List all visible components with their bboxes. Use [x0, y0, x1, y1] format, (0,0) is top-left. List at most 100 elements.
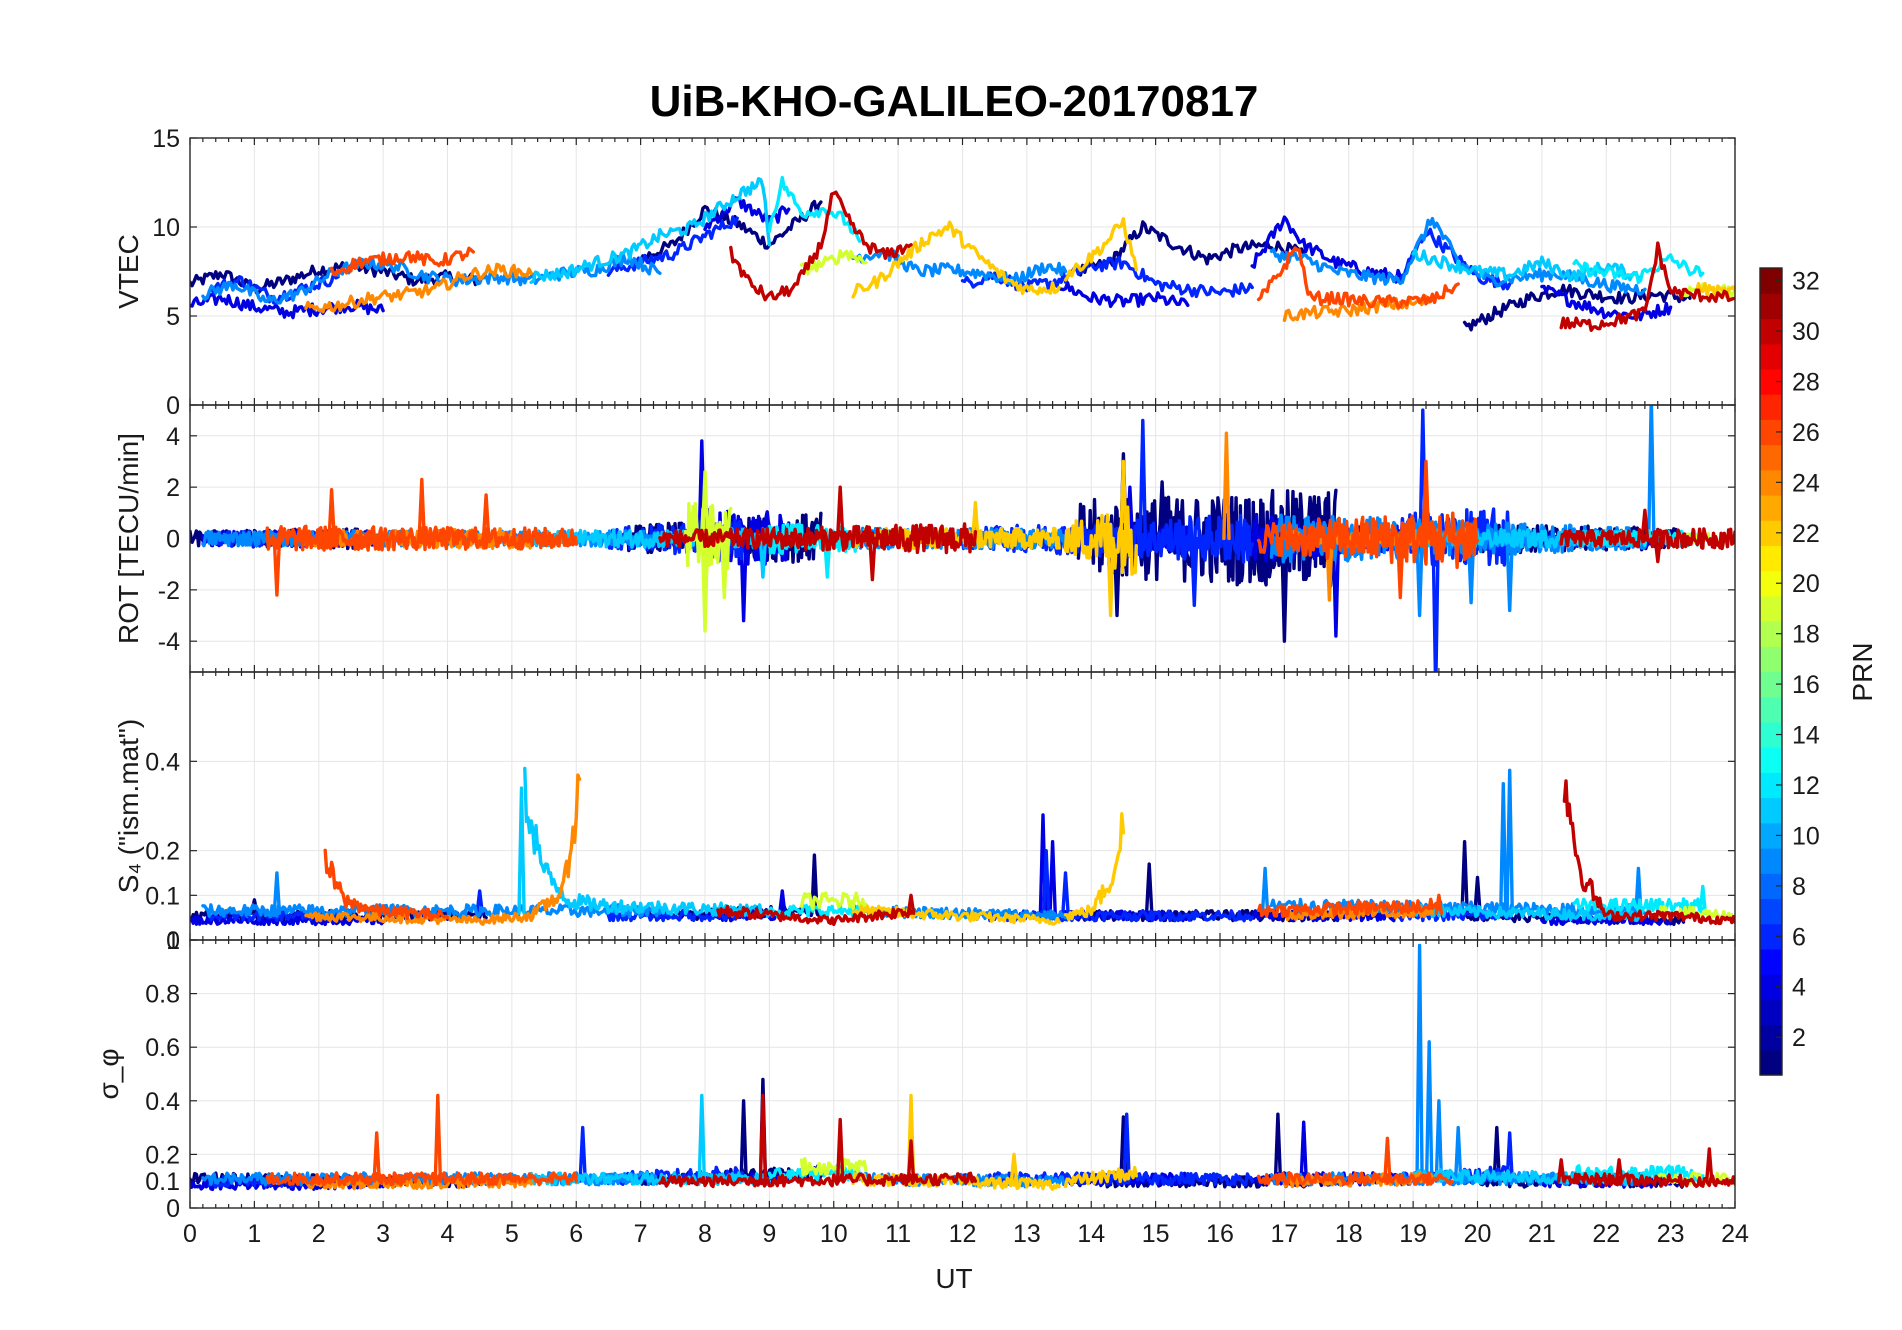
x-tick-label: 2 — [312, 1220, 326, 1248]
series-prn-19 — [799, 249, 868, 276]
x-tick-label: 19 — [1399, 1220, 1427, 1248]
spike-prn-11 — [758, 536, 768, 579]
x-tick-label: 12 — [949, 1220, 977, 1248]
spike-prn-1 — [1473, 875, 1482, 915]
colorbar-swatch — [1760, 343, 1782, 370]
spike-prn-9 — [1505, 768, 1514, 915]
colorbar-tick-label: 16 — [1792, 671, 1820, 699]
spike-prn-26 — [433, 1093, 443, 1183]
panel-sigma_phi: 00.10.20.40.60.81σ_φ — [93, 927, 1736, 1223]
series-prn-22 — [851, 904, 1061, 926]
spike-prn-26 — [481, 493, 491, 541]
spike-prn-22 — [1009, 1152, 1019, 1183]
series-prn-6 — [606, 215, 739, 277]
spike-prn-26 — [1383, 1136, 1392, 1183]
y-axis-label: σ_φ — [93, 1048, 124, 1099]
y-tick-label: 0 — [166, 927, 180, 955]
spike-prn-30 — [1653, 536, 1662, 564]
y-tick-label: 1 — [166, 927, 180, 955]
spike-prn-6 — [1041, 849, 1051, 915]
series-prn-30 — [716, 904, 913, 927]
colorbar-tick-label: 20 — [1792, 570, 1820, 598]
spike-prn-11 — [697, 1093, 707, 1183]
spike-prn-30 — [758, 1093, 768, 1183]
spike-prn-19 — [700, 470, 710, 541]
spike-prn-22 — [1106, 536, 1115, 618]
x-tick-label: 6 — [569, 1220, 583, 1248]
spike-prn-30 — [868, 536, 877, 582]
colorbar-swatch — [1760, 923, 1782, 950]
spike-prn-1 — [1492, 1125, 1502, 1183]
x-tick-label: 9 — [762, 1220, 776, 1248]
colorbar-swatch — [1760, 721, 1782, 748]
y-tick-label: 0 — [166, 1195, 180, 1223]
spike-prn-6 — [578, 1125, 587, 1183]
y-tick-label: -4 — [158, 628, 180, 656]
colorbar-tick-label: 28 — [1792, 368, 1820, 396]
x-tick-label: 11 — [885, 1220, 911, 1248]
series-group — [190, 943, 1735, 1192]
series-group — [190, 175, 1735, 332]
spike-prn-6 — [1061, 871, 1070, 915]
spike-prn-9 — [272, 871, 282, 915]
x-tick-label: 10 — [820, 1220, 848, 1248]
colorbar-swatch — [1760, 848, 1782, 874]
series-prn-22 — [851, 220, 1061, 299]
spike-prn-26 — [1421, 459, 1431, 541]
colorbar-tick-label: 14 — [1792, 722, 1820, 750]
spike-prn-6 — [1431, 536, 1440, 672]
chart-title: UiB-KHO-GALILEO-20170817 — [650, 77, 1259, 126]
colorbar-swatch — [1760, 394, 1782, 420]
spike-prn-30 — [1614, 1158, 1624, 1183]
x-tick-label: 5 — [505, 1220, 519, 1248]
series-prn-30 — [658, 1171, 978, 1189]
y-tick-label: 0.1 — [145, 1168, 180, 1196]
series-prn-30 — [1559, 241, 1735, 332]
colorbar-frame — [1759, 267, 1783, 1076]
colorbar-swatch — [1760, 318, 1782, 345]
spike-prn-1 — [810, 853, 819, 915]
x-tick-label: 13 — [1013, 1220, 1041, 1248]
y-tick-label: 10 — [152, 214, 180, 242]
spike-prn-6 — [1190, 536, 1199, 607]
series-prn-4 — [190, 914, 385, 927]
spike-prn-1 — [1273, 1112, 1283, 1183]
colorbar-label: PRN — [1847, 642, 1878, 701]
series-prn-30 — [729, 190, 913, 302]
spike-prn-9 — [1434, 1099, 1444, 1183]
colorbar-tick-label: 8 — [1792, 873, 1806, 901]
panel-vtec: 0 5 10 15 VTEC — [113, 125, 1736, 420]
series-prn-4 — [1250, 215, 1402, 284]
colorbar-swatch — [1760, 822, 1782, 849]
spike-prn-6 — [1505, 1131, 1514, 1183]
x-axis-label: UT — [935, 1263, 972, 1294]
series-prn-26 — [1256, 511, 1480, 569]
series-prn-22 — [1063, 1165, 1138, 1189]
colorbar-swatch — [1760, 419, 1782, 446]
spike-prn-1 — [1460, 840, 1469, 915]
spike-prn-4 — [1299, 1120, 1308, 1183]
spike-prn-30 — [906, 1139, 916, 1183]
x-tick-label: 24 — [1721, 1220, 1749, 1248]
colorbar-swatch — [1760, 898, 1782, 925]
x-tick-label: 22 — [1592, 1220, 1620, 1248]
colorbar-swatch — [1760, 873, 1782, 900]
series-prn-22 — [1063, 812, 1126, 922]
series-prn-19 — [799, 1157, 868, 1177]
spike-prn-9 — [1453, 1125, 1463, 1183]
spike-prn-26 — [1434, 893, 1444, 915]
spike-prn-4 — [1331, 536, 1341, 638]
spike-prn-9 — [1260, 866, 1270, 915]
x-tick-label: 23 — [1657, 1220, 1685, 1248]
x-tick-label: 20 — [1464, 1220, 1492, 1248]
spike-prn-6 — [475, 889, 484, 915]
spike-prn-1 — [1157, 480, 1167, 541]
spike-prn-26 — [417, 477, 426, 541]
colorbar-swatch — [1760, 520, 1782, 547]
y-axis-label: VTEC — [113, 234, 144, 309]
colorbar-swatch — [1760, 595, 1782, 622]
y-tick-label: -2 — [158, 577, 180, 605]
spike-prn-1 — [739, 1099, 748, 1183]
x-tick-label: 18 — [1335, 1220, 1363, 1248]
